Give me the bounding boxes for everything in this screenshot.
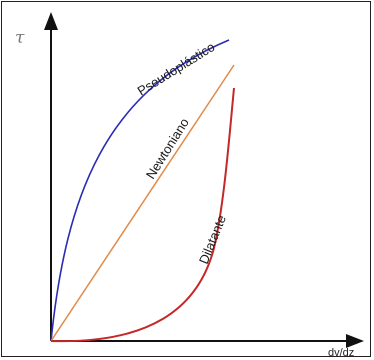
pseudoplastic-curve [50,39,230,342]
figure-frame [1,1,371,357]
pseudoplastic-label: Pseudoplástico [135,39,218,98]
y-axis-arrowhead [44,12,58,30]
x-axis-label: dv/dz [328,347,354,359]
dilatant-curve [50,87,235,343]
newtonian-label: Newtoniano [143,115,192,181]
newtonian-line [50,64,235,342]
dilatant-label: Dilatante [196,213,229,266]
y-axis-label: τ [15,28,25,48]
x-axis-arrowhead [346,334,364,348]
